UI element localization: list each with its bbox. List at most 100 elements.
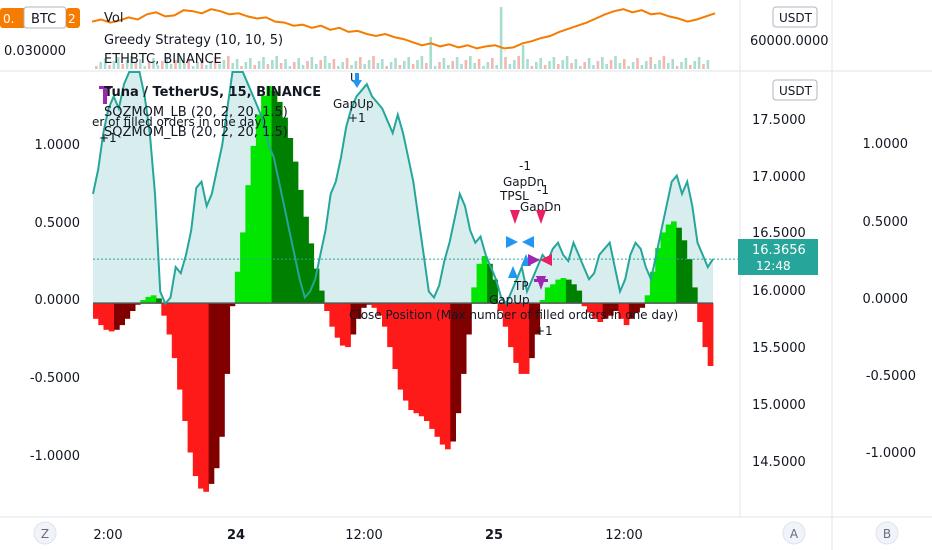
histogram-bar <box>297 189 304 304</box>
marker-close-position: Close Position (Max number of filled ord… <box>349 308 678 322</box>
volume-bar <box>139 59 142 69</box>
volume-bar <box>125 60 129 69</box>
histogram-bar <box>145 296 152 304</box>
histogram-bar <box>408 303 414 410</box>
histogram-bar <box>476 263 483 304</box>
indicator-tick: -0.5000 <box>866 369 916 384</box>
histogram-bar <box>497 303 504 311</box>
volume-bar <box>601 57 604 69</box>
a-button-label[interactable]: A <box>790 527 799 541</box>
btc-left-value: 0. <box>3 12 14 26</box>
volume-bar <box>653 64 657 69</box>
volume-bar <box>266 64 270 69</box>
price-tick: 14.5000 <box>752 455 806 470</box>
histogram-bar <box>550 284 556 304</box>
time-axis[interactable]: 2:00 24 12:00 25 12:00 <box>93 528 642 543</box>
volume-bar <box>645 61 648 69</box>
volume-bar <box>121 64 124 69</box>
b-button-label[interactable]: B <box>883 527 891 541</box>
a-button-circle[interactable] <box>782 521 806 545</box>
volume-bar <box>680 62 683 69</box>
z-button[interactable]: Z <box>33 521 57 545</box>
z-button-label[interactable]: Z <box>41 527 49 541</box>
histogram-bar <box>345 303 351 348</box>
volume-bar <box>103 58 107 69</box>
left-tick: -0.5000 <box>30 371 80 386</box>
left-tick: -1.0000 <box>30 449 80 464</box>
arrow-right-icon <box>528 254 540 266</box>
volume-bar <box>552 57 556 69</box>
indicator-axis[interactable]: 1.0000 0.5000 0.0000 -0.5000 -1.0000 <box>863 137 917 461</box>
pin-icon <box>99 86 111 104</box>
usdt-badge-main[interactable] <box>772 79 818 101</box>
volume-bar <box>165 57 168 69</box>
volume-bar <box>249 58 252 69</box>
volume-bar <box>191 66 195 69</box>
price-tick: 17.0000 <box>752 170 806 185</box>
histogram-bar <box>403 303 409 401</box>
btc-badge-label[interactable]: BTC <box>31 12 56 27</box>
histogram-bar <box>318 290 325 304</box>
histogram-bar <box>502 303 509 327</box>
histogram-bar <box>565 279 572 304</box>
usdt-badge-top-label[interactable]: USDT <box>779 11 813 25</box>
volume-bar <box>152 58 155 69</box>
volume-bar <box>583 62 586 69</box>
price-axis[interactable]: USDT 60000.0000 USDT 17.5000 17.0000 16.… <box>738 6 829 470</box>
volume-bar <box>187 59 190 69</box>
histogram-bar <box>455 303 462 414</box>
volume-bar <box>684 58 688 69</box>
a-button[interactable]: A <box>782 521 806 545</box>
histogram-bar <box>103 303 110 330</box>
histogram-bar <box>234 271 241 304</box>
volume-bar <box>143 66 146 69</box>
time-label: 2:00 <box>93 528 122 543</box>
histogram-bar <box>639 303 646 308</box>
volume-bar <box>253 65 256 69</box>
histogram-bar <box>350 303 357 335</box>
histogram-bar <box>634 303 640 313</box>
volume-bar <box>134 63 138 69</box>
histogram-bar <box>555 279 562 304</box>
histogram-bar <box>140 300 146 304</box>
histogram-bar <box>592 303 598 319</box>
histogram-bar <box>135 303 141 305</box>
volume-bar <box>257 61 261 69</box>
z-button-circle[interactable] <box>33 521 57 545</box>
volume-bar <box>596 61 600 69</box>
usdt-badge-top[interactable] <box>772 6 818 28</box>
volume-bar <box>521 45 525 69</box>
price-tick: 15.5000 <box>752 341 806 356</box>
volume-bar <box>209 61 212 69</box>
histogram-bar <box>161 303 167 316</box>
b-button-circle[interactable] <box>875 521 899 545</box>
volume-bar <box>354 61 358 69</box>
left-axis[interactable]: 1.0000 0.5000 0.0000 -0.5000 -1.0000 <box>30 138 80 464</box>
time-label: 12:00 <box>605 528 642 543</box>
volume-bar <box>689 65 692 69</box>
volume-bar <box>675 66 679 69</box>
volume-bar <box>231 63 234 69</box>
histogram-bar <box>586 303 593 313</box>
volume-bar <box>447 65 450 69</box>
arrow-down-icon <box>536 210 546 224</box>
b-button[interactable]: B <box>875 521 899 545</box>
histogram-bar <box>177 303 183 390</box>
histogram-bar <box>219 303 225 437</box>
volume-bar <box>213 57 217 69</box>
histogram-bar <box>376 303 383 316</box>
volume-bar <box>235 59 239 69</box>
volume-bar <box>486 62 490 69</box>
usdt-badge-main-label[interactable]: USDT <box>779 84 813 98</box>
volume-bar <box>499 7 503 69</box>
volume-bar <box>403 61 406 69</box>
volume-bar <box>460 64 463 69</box>
histogram-bar <box>466 303 472 335</box>
histogram-bar <box>355 303 362 319</box>
volume-bar <box>609 60 613 69</box>
volume-bar <box>530 66 534 69</box>
histogram-bar <box>276 101 283 304</box>
volume-bar <box>328 63 331 69</box>
volume-bar <box>337 66 340 69</box>
